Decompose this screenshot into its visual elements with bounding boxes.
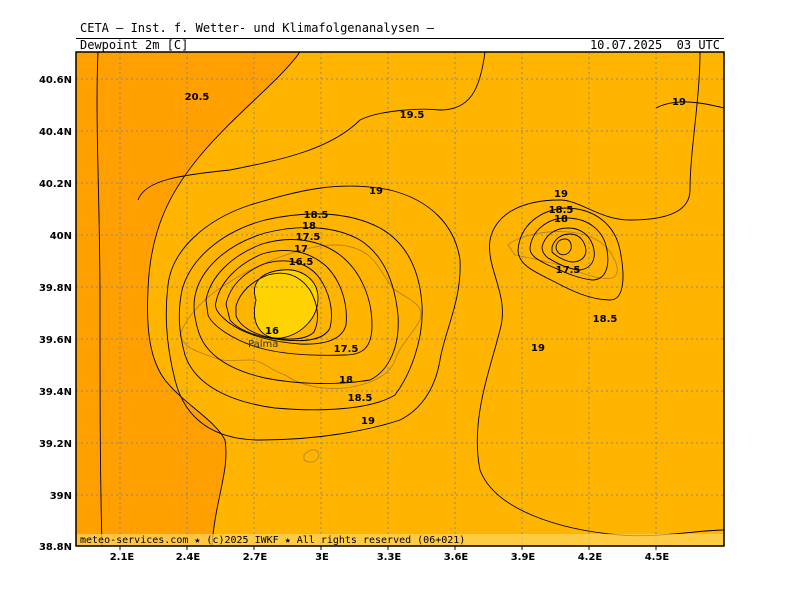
contour-label: 19 xyxy=(369,186,383,197)
contour-label-group: 20.5 19.5 19 19 18.5 18 17.5 17 16.5 16 … xyxy=(185,92,686,427)
contour-18 xyxy=(193,227,399,384)
lon-label: 3.3E xyxy=(377,552,402,563)
grid-lines xyxy=(76,52,724,546)
contour-18-east xyxy=(529,217,609,281)
lon-label: 4.2E xyxy=(578,552,603,563)
lon-label: 3.6E xyxy=(444,552,469,563)
title-bar xyxy=(76,38,724,53)
warm-band-west xyxy=(76,52,300,546)
lon-label: 3.9E xyxy=(511,552,536,563)
contour-17-east-inner xyxy=(551,233,587,263)
cabrera-coast xyxy=(303,449,320,463)
contour-17-5-east xyxy=(541,227,595,271)
contour-20-5 xyxy=(147,52,301,546)
contour-16 xyxy=(254,269,319,339)
contour-label: 19 xyxy=(554,189,568,200)
lat-label: 38.8N xyxy=(39,542,72,553)
contour-label: 17 xyxy=(294,244,308,255)
contour-label: 17.5 xyxy=(334,344,359,355)
lon-label: 3E xyxy=(315,552,329,563)
contour-lines xyxy=(96,52,724,546)
parameter-label: Dewpoint_2m_[C] xyxy=(80,38,189,52)
contour-label: 19.5 xyxy=(400,110,425,121)
contour-label: 19 xyxy=(531,343,545,354)
contour-label: 18.5 xyxy=(304,210,329,221)
contour-label: 18 xyxy=(339,375,353,386)
copyright-strip xyxy=(77,534,723,545)
lon-label: 2.4E xyxy=(176,552,201,563)
contour-18-5-east xyxy=(517,207,624,301)
contour-label: 17.5 xyxy=(556,265,581,276)
contour-label: 16.5 xyxy=(289,257,314,268)
contour-label: 18 xyxy=(302,221,316,232)
contour-16-5 xyxy=(225,260,332,342)
contour-label: 16 xyxy=(265,326,279,337)
contour-19-5 xyxy=(137,52,486,201)
contour-label: 18.5 xyxy=(549,205,574,216)
lat-label: 40.6N xyxy=(39,75,72,86)
contour-18-5-west xyxy=(178,213,423,411)
mallorca-coast xyxy=(179,244,422,389)
lat-label: 39.2N xyxy=(39,439,72,450)
lat-label: 39.8N xyxy=(39,283,72,294)
contour-19-east-low xyxy=(476,52,724,537)
contour-17 xyxy=(215,249,347,345)
lat-label: 40N xyxy=(50,231,72,242)
contour-label: 20.5 xyxy=(185,92,210,103)
coastlines xyxy=(179,231,618,463)
lon-label: 2.1E xyxy=(110,552,135,563)
contour-19-west xyxy=(165,185,461,441)
contour-16-5-inner xyxy=(235,272,318,340)
lon-label: 4.5E xyxy=(645,552,670,563)
menorca-coast xyxy=(507,231,618,279)
contour-20 xyxy=(96,52,103,546)
lat-label: 40.2N xyxy=(39,179,72,190)
map-frame xyxy=(75,51,725,547)
lat-label: 39.6N xyxy=(39,335,72,346)
contour-label: 17.5 xyxy=(296,232,321,243)
contour-label: 18.5 xyxy=(348,393,373,404)
lat-label: 40.4N xyxy=(39,127,72,138)
contour-16-5-east xyxy=(555,238,572,256)
lat-label: 39N xyxy=(50,491,72,502)
contour-label: 18.5 xyxy=(593,314,618,325)
lat-label: 39.4N xyxy=(39,387,72,398)
contour-17-5-west xyxy=(205,239,373,356)
place-label-palma: Palma xyxy=(248,339,278,350)
longitude-axis: 2.1E 2.4E 2.7E 3E 3.3E 3.6E 3.9E 4.2E 4.… xyxy=(110,552,670,563)
institution-header: CETA — Inst. f. Wetter- und Klimafolgena… xyxy=(80,21,435,35)
contour-label: 19 xyxy=(361,416,375,427)
contour-19-northeast xyxy=(655,101,724,109)
contour-label: 19 xyxy=(672,97,686,108)
valid-time-label: 10.07.2025 03 UTC xyxy=(589,38,720,52)
axis-ticks xyxy=(119,546,657,550)
latitude-axis: 40.6N 40.4N 40.2N 40N 39.8N 39.6N 39.4N … xyxy=(39,75,72,553)
copyright-notice: meteo-services.com ★ (c)2025 IWKF ★ All … xyxy=(80,535,466,546)
contour-label: 18 xyxy=(554,214,568,225)
lon-label: 2.7E xyxy=(243,552,268,563)
